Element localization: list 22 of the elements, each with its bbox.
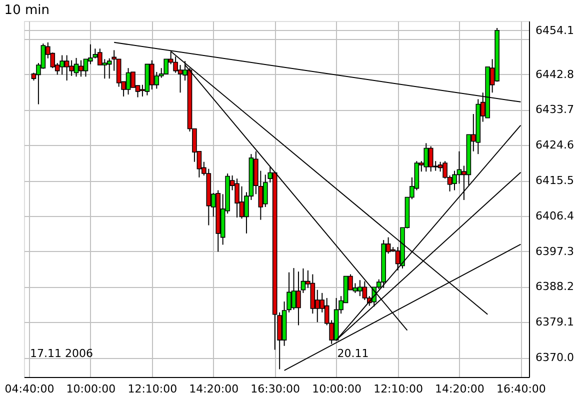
x-tick-label: 10:00:00 [66, 382, 116, 396]
y-tick-label: 6370.0 [536, 351, 574, 364]
x-tick-label: 16:40:00 [496, 382, 546, 396]
y-tick-label: 6388.2 [536, 280, 574, 294]
y-tick-label: 6406.4 [536, 209, 574, 222]
x-tick-label: 12:10:00 [128, 382, 178, 396]
y-tick-label: 6415.5 [536, 174, 574, 188]
y-tick-label: 6454.1 [536, 24, 574, 37]
annotation: 17.11 2006 [30, 347, 93, 360]
annotation: 20.11 [337, 347, 369, 360]
y-tick-label: 6442.8 [536, 68, 574, 81]
x-tick-label: 14:20:00 [189, 382, 239, 396]
y-tick-label: 6397.3 [536, 244, 574, 258]
y-tick-label: 6424.6 [536, 138, 574, 152]
x-tick-label: 14:20:00 [435, 382, 484, 396]
x-tick-label: 16:30:00 [250, 382, 300, 396]
x-tick-label: 12:10:00 [374, 382, 423, 396]
x-tick-label: 04:40:00 [4, 382, 54, 396]
y-tick-label: 6379.1 [536, 316, 574, 329]
chart-title: 10 min [4, 3, 50, 18]
y-tick-label: 6433.7 [536, 103, 574, 116]
x-tick-label: 10:00:00 [312, 382, 362, 396]
